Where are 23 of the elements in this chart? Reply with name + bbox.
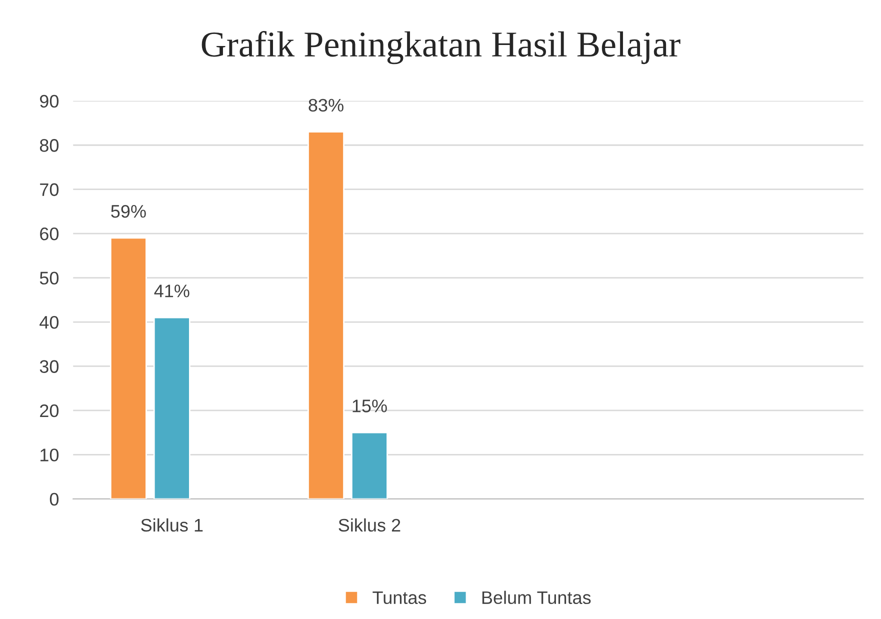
y-tick-label: 30 bbox=[40, 360, 59, 373]
bar bbox=[308, 131, 344, 499]
data-label: 59% bbox=[111, 204, 146, 218]
chart-title: Grafik Peningkatan Hasil Belajar bbox=[202, 30, 680, 64]
y-tick-label: 80 bbox=[40, 139, 59, 152]
legend-label: Tuntas bbox=[372, 591, 426, 604]
x-tick-label: Siklus 1 bbox=[141, 518, 203, 532]
y-tick-label: 60 bbox=[40, 228, 59, 240]
y-tick-label: 20 bbox=[40, 404, 59, 418]
y-tick-label: 10 bbox=[40, 448, 59, 462]
x-tick-label: Siklus 2 bbox=[338, 518, 400, 532]
y-tick-label: 50 bbox=[40, 272, 59, 285]
legend-label: Belum Tuntas bbox=[482, 590, 591, 604]
y-tick-label: 90 bbox=[40, 94, 59, 108]
y-tick-label: 40 bbox=[40, 316, 59, 329]
bar bbox=[350, 432, 388, 499]
data-label: 15% bbox=[352, 400, 387, 412]
data-label: 41% bbox=[154, 284, 190, 298]
bar bbox=[153, 316, 190, 499]
data-label: 83% bbox=[308, 98, 344, 112]
bar bbox=[110, 237, 147, 499]
y-tick-label: 0 bbox=[50, 492, 59, 506]
y-tick-label: 70 bbox=[40, 183, 59, 196]
